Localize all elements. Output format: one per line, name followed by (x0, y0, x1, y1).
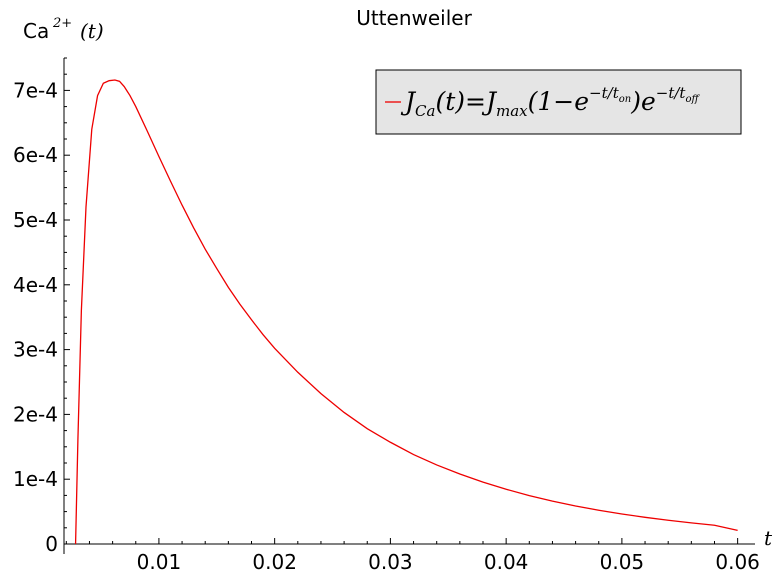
series-line-jca (74, 79, 738, 545)
axes: 0 1e-4 2e-4 3e-4 4e-4 5e-4 6e-4 7e-4 0.01 0.02 0.0… (13, 57, 760, 574)
x-tick-label: 0.02 (252, 550, 297, 574)
y-tick-label: 1e-4 (13, 467, 58, 491)
legend-box (375, 69, 742, 135)
y-tick-label: 0 (45, 532, 58, 556)
x-tick-label: 0.01 (137, 550, 182, 574)
x-tick-label: 0.04 (484, 550, 529, 574)
y-tick-label: 5e-4 (13, 208, 58, 232)
x-axis-title: t (764, 526, 773, 550)
axis-tick-labels: 0 1e-4 2e-4 3e-4 4e-4 5e-4 6e-4 7e-4 0.01 0.02 0.0… (13, 78, 760, 574)
legend: JCa(t)=Jmax(1−e−t/ton)e−t/toff (375, 69, 742, 135)
x-tick-label: 0.03 (368, 550, 413, 574)
y-tick-label: 7e-4 (13, 78, 58, 102)
y-axis-title-argument: (t) (80, 19, 104, 43)
y-axis-title-superscript: 2+ (52, 16, 72, 31)
y-tick-label: 6e-4 (13, 143, 58, 167)
x-tick-label: 0.06 (715, 550, 760, 574)
chart-title: Uttenweiler (356, 6, 472, 30)
y-axis-title-ca: Ca (23, 19, 49, 43)
y-tick-label: 2e-4 (13, 402, 58, 426)
x-tick-label: 0.05 (600, 550, 645, 574)
legend-label: JCa(t)=Jmax(1−e−t/ton)e−t/toff (400, 84, 700, 120)
y-tick-label: 3e-4 (13, 338, 58, 362)
y-axis-title: Ca 2+ (t) (23, 16, 104, 43)
y-tick-label: 4e-4 (13, 273, 58, 297)
axis-ticks (64, 57, 739, 545)
